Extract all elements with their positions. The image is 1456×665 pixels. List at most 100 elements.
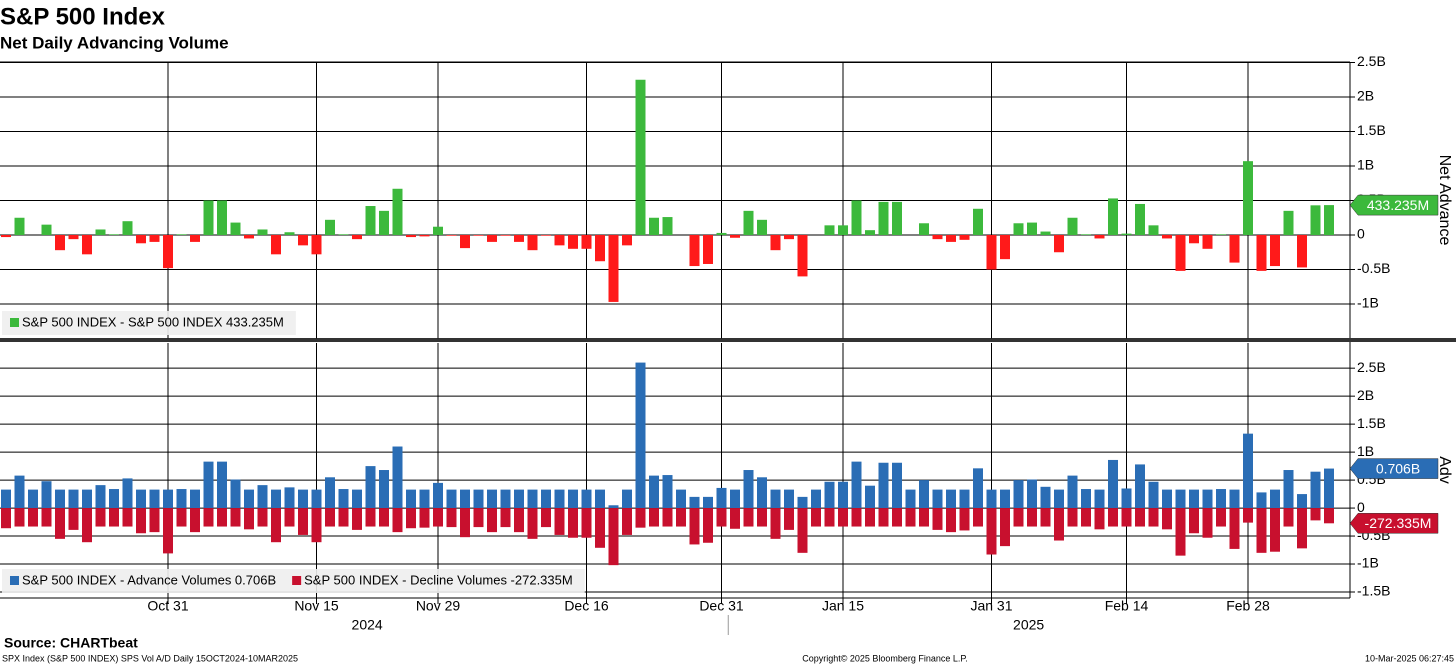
bar bbox=[730, 489, 740, 509]
bar bbox=[14, 217, 25, 235]
value-tag-label: 433.235M bbox=[1367, 197, 1429, 213]
panel-separator bbox=[0, 338, 1456, 342]
bar bbox=[608, 505, 619, 509]
bar bbox=[1094, 235, 1105, 239]
bar bbox=[55, 489, 65, 509]
bar bbox=[892, 201, 902, 235]
bar bbox=[149, 235, 160, 242]
bar bbox=[1094, 508, 1105, 530]
bar bbox=[1067, 508, 1078, 527]
bar bbox=[325, 477, 335, 509]
bar bbox=[973, 468, 983, 509]
bar bbox=[1229, 235, 1240, 263]
bar bbox=[1229, 508, 1240, 549]
bar bbox=[406, 508, 416, 529]
bar bbox=[1229, 489, 1240, 509]
x-tick-label: Nov 29 bbox=[416, 598, 461, 614]
bar bbox=[284, 232, 295, 235]
bar bbox=[892, 462, 902, 509]
bar bbox=[568, 508, 578, 538]
bar bbox=[1216, 508, 1226, 527]
bar bbox=[473, 489, 484, 509]
bar bbox=[365, 508, 376, 527]
bar bbox=[244, 489, 254, 509]
bar bbox=[176, 234, 187, 235]
bar bbox=[541, 508, 551, 528]
bar bbox=[1108, 508, 1118, 527]
bar bbox=[757, 219, 767, 235]
bar bbox=[284, 508, 295, 527]
x-tick-label: Nov 15 bbox=[294, 598, 339, 614]
legend-swatch bbox=[10, 318, 19, 327]
bar bbox=[811, 489, 821, 509]
bar bbox=[851, 461, 862, 509]
bar bbox=[622, 508, 632, 535]
bar bbox=[41, 224, 52, 235]
bar bbox=[1243, 161, 1253, 235]
y-tick-label: 2B bbox=[1357, 88, 1374, 104]
bar bbox=[932, 489, 943, 509]
bar bbox=[109, 234, 119, 235]
bar bbox=[68, 508, 79, 530]
bar bbox=[257, 508, 268, 527]
x-tick-label: Dec 31 bbox=[699, 598, 744, 614]
bar bbox=[1081, 508, 1091, 527]
y-tick-label: 2B bbox=[1357, 387, 1374, 403]
bar bbox=[973, 208, 983, 235]
bar bbox=[1324, 468, 1334, 509]
legend-box bbox=[2, 311, 296, 335]
bar bbox=[433, 226, 443, 235]
bar bbox=[1283, 210, 1294, 235]
bar bbox=[608, 508, 619, 566]
bar bbox=[190, 235, 200, 242]
bar bbox=[257, 229, 268, 235]
bar bbox=[190, 508, 200, 533]
year-label: 2025 bbox=[1013, 617, 1044, 633]
bar bbox=[68, 489, 79, 509]
bar bbox=[1121, 508, 1132, 527]
bar bbox=[163, 489, 173, 509]
bar bbox=[500, 508, 511, 528]
bar bbox=[730, 508, 740, 529]
bar bbox=[1297, 508, 1307, 549]
bar bbox=[163, 235, 173, 269]
bar bbox=[392, 188, 403, 235]
bar bbox=[1310, 471, 1321, 509]
bar bbox=[1108, 198, 1118, 235]
year-label: 2024 bbox=[352, 617, 383, 633]
bar bbox=[703, 235, 713, 264]
bar bbox=[298, 235, 308, 246]
bar bbox=[824, 508, 835, 527]
bar bbox=[784, 235, 794, 240]
bar bbox=[1297, 235, 1307, 268]
bar bbox=[244, 508, 254, 530]
bar bbox=[1000, 508, 1010, 547]
bar bbox=[919, 508, 929, 527]
x-tick-label: Dec 16 bbox=[564, 598, 609, 614]
bar bbox=[406, 235, 416, 238]
bar bbox=[1283, 508, 1294, 527]
bar bbox=[838, 225, 848, 235]
bar bbox=[487, 235, 497, 242]
bar bbox=[406, 489, 416, 509]
bar bbox=[446, 235, 457, 236]
chart-subtitle: Net Daily Advancing Volume bbox=[0, 33, 229, 52]
bar bbox=[473, 508, 484, 528]
bar bbox=[946, 489, 956, 509]
bar bbox=[379, 210, 389, 235]
bar bbox=[460, 489, 470, 509]
bar bbox=[149, 489, 160, 509]
bar bbox=[514, 489, 524, 509]
bar bbox=[325, 508, 335, 527]
bar bbox=[1148, 225, 1159, 235]
bar bbox=[797, 508, 808, 553]
bar bbox=[311, 508, 322, 543]
bar bbox=[95, 485, 106, 509]
bar bbox=[230, 222, 241, 235]
bar bbox=[230, 479, 241, 509]
bar bbox=[865, 230, 875, 235]
legend-label: S&P 500 INDEX - S&P 500 INDEX 433.235M bbox=[22, 314, 284, 329]
bar bbox=[689, 508, 700, 545]
bar bbox=[217, 200, 227, 235]
bar bbox=[379, 508, 389, 527]
